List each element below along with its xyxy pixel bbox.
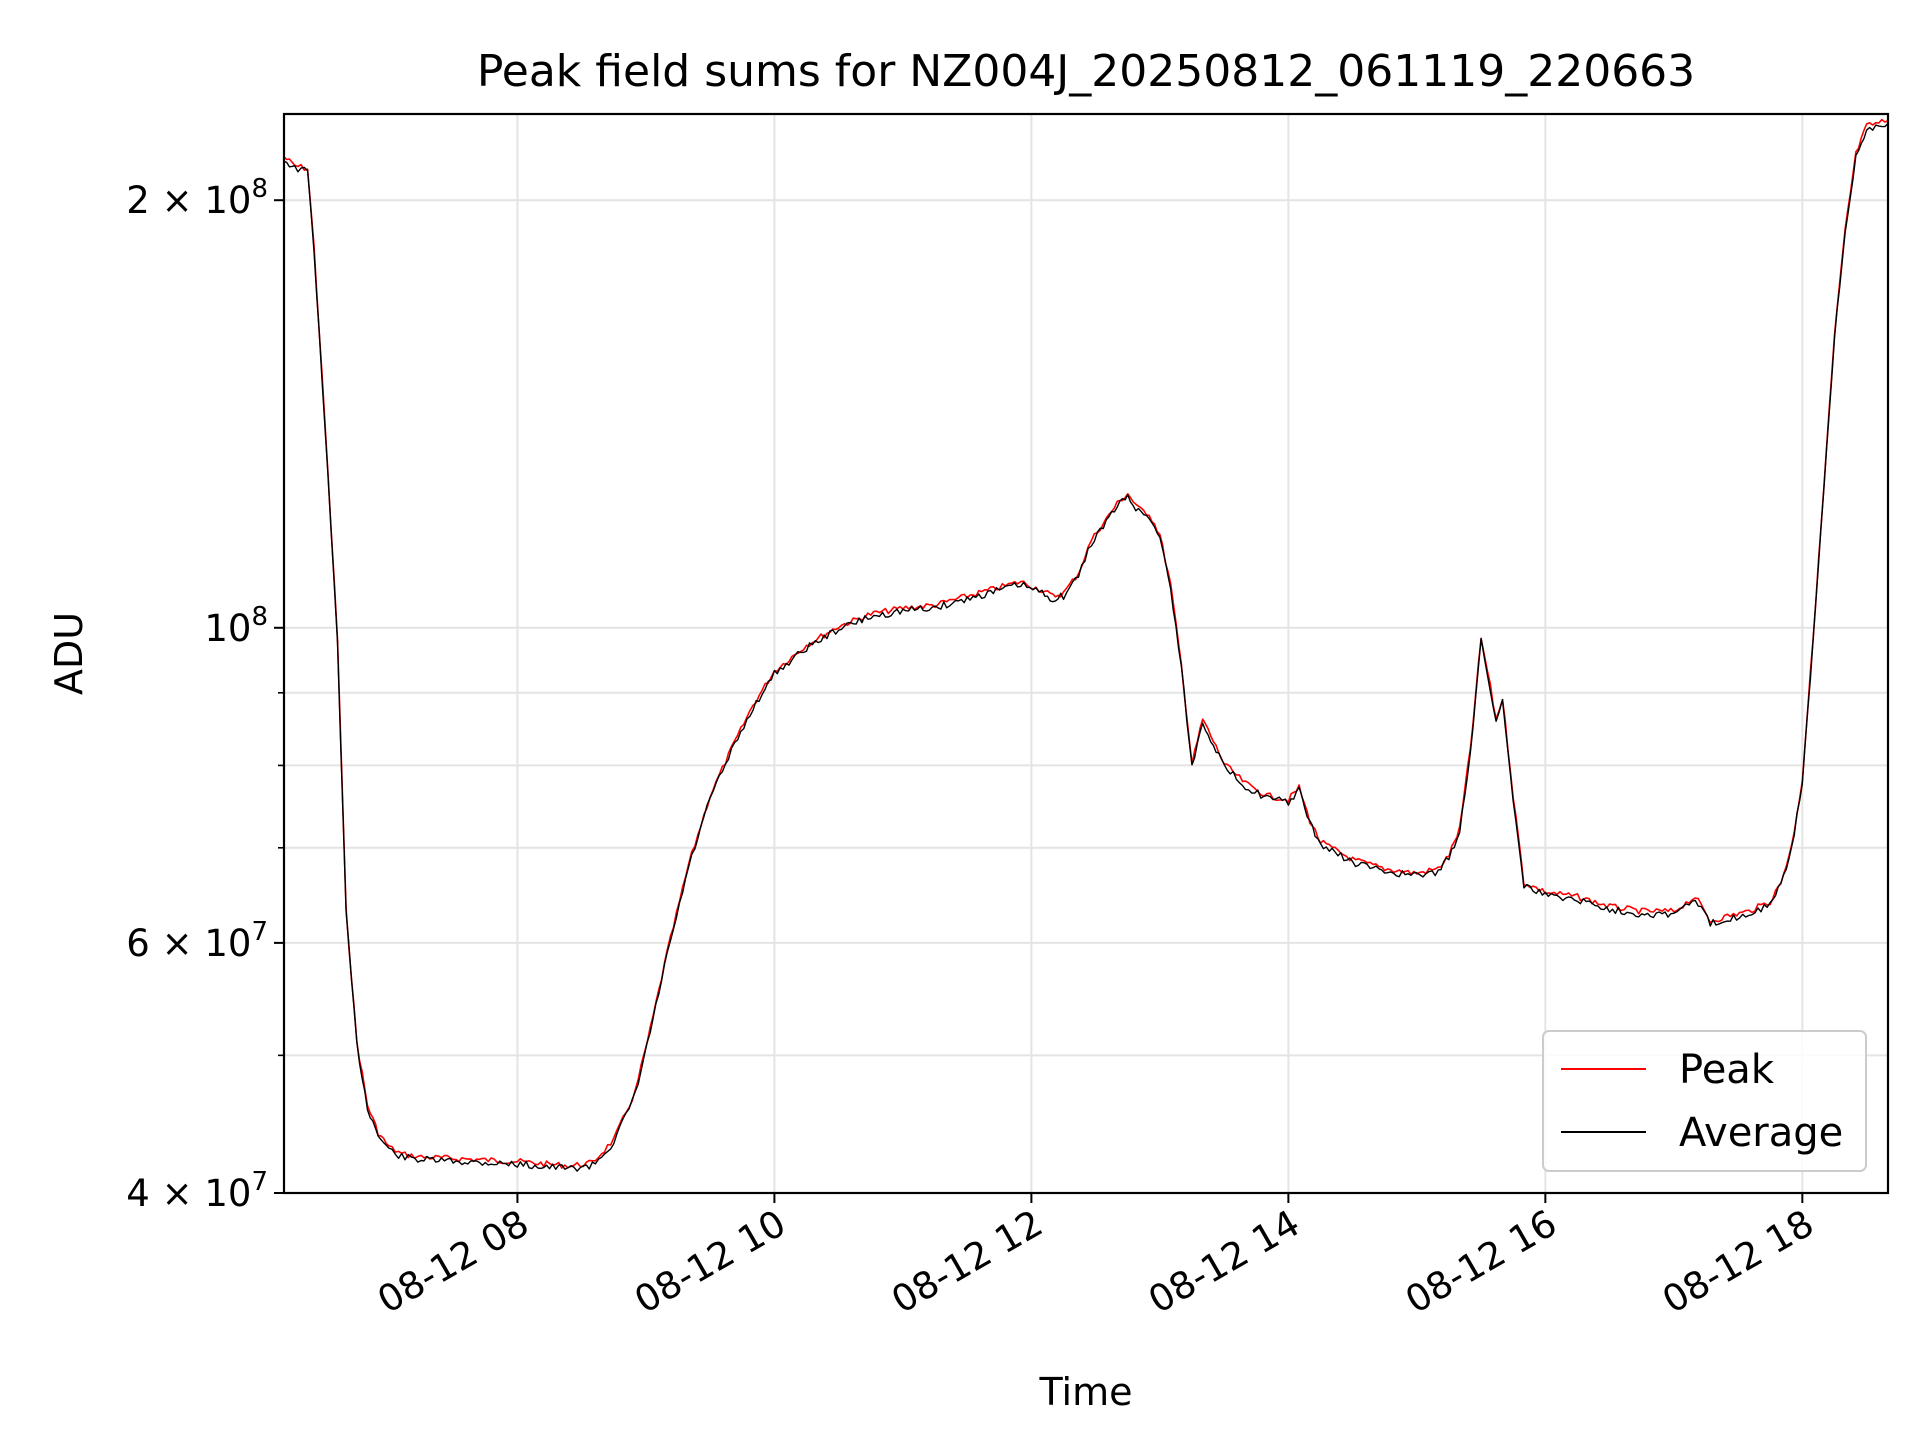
legend-average-label: Average bbox=[1679, 1110, 1843, 1156]
average-series-line bbox=[283, 122, 1889, 1172]
chart-title: Peak field sums for NZ004J_20250812_0611… bbox=[477, 46, 1695, 97]
x-axis-label: Time bbox=[1039, 1370, 1133, 1414]
peak-series-line bbox=[283, 118, 1889, 1169]
plot-area-frame bbox=[282, 112, 1890, 1195]
legend-box bbox=[1542, 1030, 1867, 1172]
x-tick-label: 08-12 10 bbox=[627, 1202, 793, 1322]
y-tick-label: 108 bbox=[204, 602, 268, 650]
legend-peak-label: Peak bbox=[1679, 1047, 1775, 1093]
legend: Peak Average bbox=[1542, 1030, 1867, 1172]
x-tick-label: 08-12 08 bbox=[370, 1202, 536, 1322]
y-axis-label: ADU bbox=[47, 612, 91, 695]
x-tick-label: 08-12 12 bbox=[884, 1202, 1050, 1322]
y-tick-label: 4 × 107 bbox=[126, 1167, 268, 1215]
x-tick-label: 08-12 18 bbox=[1655, 1202, 1821, 1322]
series bbox=[283, 118, 1889, 1172]
x-tick-label: 08-12 16 bbox=[1398, 1202, 1564, 1322]
x-tick-label: 08-12 14 bbox=[1141, 1202, 1307, 1322]
y-tick-label: 6 × 107 bbox=[126, 917, 268, 965]
y-tick-label: 2 × 108 bbox=[126, 174, 268, 222]
